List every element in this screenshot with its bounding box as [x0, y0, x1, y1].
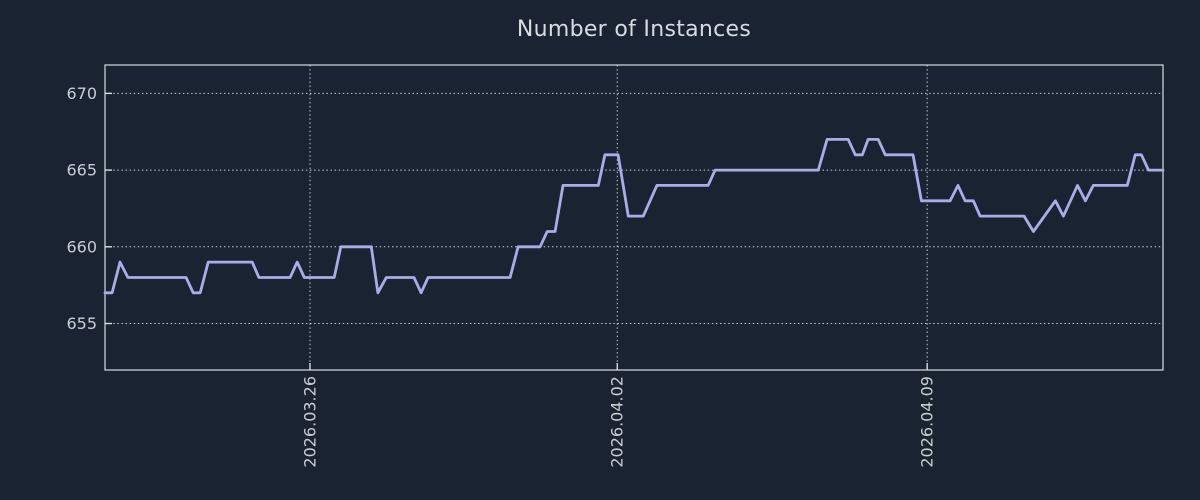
y-tick-label: 665	[66, 161, 97, 180]
series-line-instances	[103, 137, 1165, 295]
x-tick-label: 2026.03.26	[300, 376, 319, 468]
y-tick-label: 655	[66, 314, 97, 333]
y-tick-label: 670	[66, 84, 97, 103]
chart-title: Number of Instances	[516, 17, 752, 42]
x-tick-label: 2026.04.02	[608, 376, 627, 468]
plot-border	[104, 64, 1164, 371]
x-tick-label: 2026.04.09	[918, 376, 937, 468]
y-tick-label: 660	[66, 237, 97, 256]
